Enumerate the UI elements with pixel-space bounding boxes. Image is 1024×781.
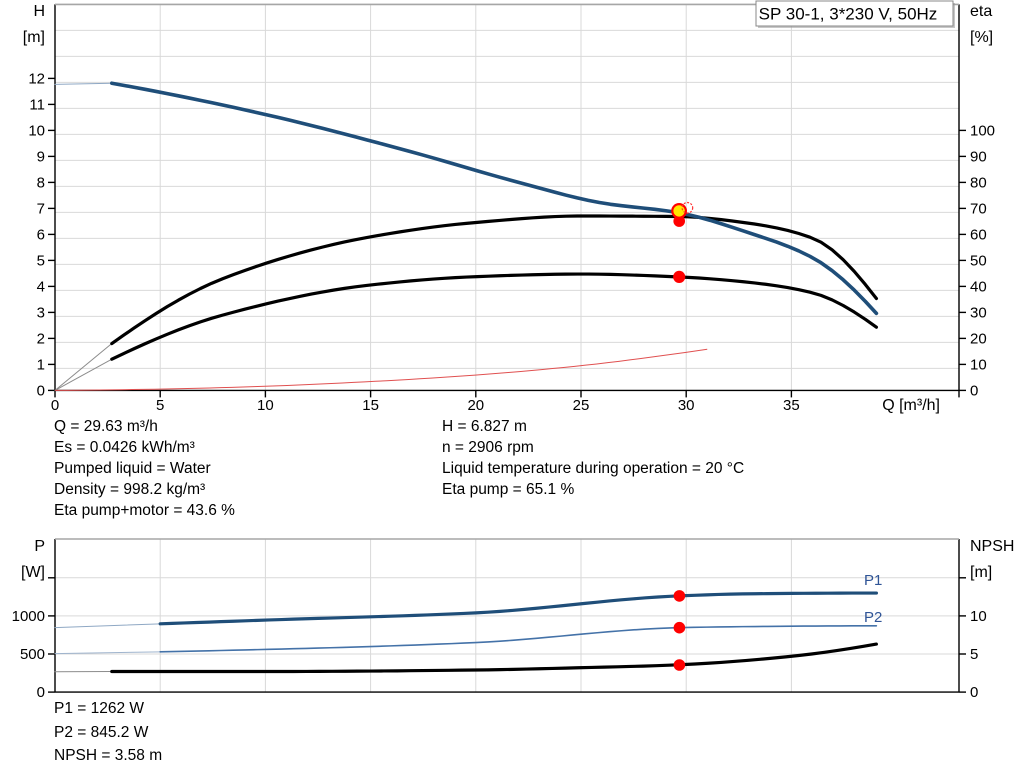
svg-text:9: 9 [37, 148, 45, 165]
svg-text:7: 7 [37, 200, 45, 217]
svg-text:Eta pump+motor = 43.6 %: Eta pump+motor = 43.6 % [54, 502, 235, 519]
svg-text:25: 25 [573, 397, 590, 414]
svg-text:8: 8 [37, 174, 45, 191]
svg-text:40: 40 [970, 278, 987, 295]
svg-text:[m]: [m] [970, 564, 992, 581]
svg-text:6: 6 [37, 226, 45, 243]
svg-text:Q [m³/h]: Q [m³/h] [882, 397, 940, 414]
svg-text:SP 30-1, 3*230 V, 50Hz: SP 30-1, 3*230 V, 50Hz [759, 5, 938, 24]
svg-text:1000: 1000 [12, 608, 45, 625]
svg-text:5: 5 [970, 646, 978, 663]
svg-text:500: 500 [20, 646, 45, 663]
svg-text:0: 0 [970, 684, 978, 701]
svg-text:5: 5 [37, 252, 45, 269]
svg-text:P1 = 1262 W: P1 = 1262 W [54, 700, 144, 717]
svg-text:Eta pump = 65.1 %: Eta pump = 65.1 % [442, 481, 574, 498]
svg-text:0: 0 [37, 382, 45, 399]
svg-text:Q = 29.63 m³/h: Q = 29.63 m³/h [54, 418, 158, 435]
svg-text:70: 70 [970, 200, 987, 217]
svg-text:H: H [33, 3, 45, 20]
svg-text:10: 10 [257, 397, 274, 414]
svg-text:P2 = 845.2 W: P2 = 845.2 W [54, 724, 149, 741]
svg-text:NPSH = 3.58 m: NPSH = 3.58 m [54, 747, 162, 764]
svg-text:5: 5 [156, 397, 164, 414]
svg-text:0: 0 [37, 684, 45, 701]
svg-text:eta: eta [970, 3, 992, 20]
svg-text:1: 1 [37, 356, 45, 373]
svg-text:3: 3 [37, 304, 45, 321]
svg-text:80: 80 [970, 174, 987, 191]
svg-text:0: 0 [970, 382, 978, 399]
svg-text:[%]: [%] [970, 29, 993, 46]
svg-text:35: 35 [783, 397, 800, 414]
svg-text:10: 10 [970, 608, 987, 625]
svg-text:4: 4 [37, 278, 45, 295]
svg-text:Es = 0.0426 kWh/m³: Es = 0.0426 kWh/m³ [54, 439, 195, 456]
svg-text:10: 10 [28, 122, 45, 139]
svg-text:11: 11 [29, 96, 45, 113]
svg-text:12: 12 [28, 70, 45, 87]
svg-text:Pumped liquid = Water: Pumped liquid = Water [54, 460, 211, 477]
svg-text:10: 10 [970, 356, 987, 373]
svg-text:0: 0 [51, 397, 59, 414]
svg-text:90: 90 [970, 148, 987, 165]
svg-text:30: 30 [678, 397, 695, 414]
svg-text:20: 20 [467, 397, 484, 414]
svg-text:[m]: [m] [23, 29, 45, 46]
svg-text:[W]: [W] [21, 564, 45, 581]
svg-text:P: P [34, 538, 45, 555]
svg-text:Density = 998.2 kg/m³: Density = 998.2 kg/m³ [54, 481, 205, 498]
svg-text:60: 60 [970, 226, 987, 243]
svg-text:100: 100 [970, 122, 995, 139]
svg-text:15: 15 [362, 397, 379, 414]
svg-text:H = 6.827 m: H = 6.827 m [442, 418, 527, 435]
svg-text:30: 30 [970, 304, 987, 321]
svg-text:20: 20 [970, 330, 987, 347]
svg-text:n = 2906 rpm: n = 2906 rpm [442, 439, 534, 456]
svg-text:50: 50 [970, 252, 987, 269]
svg-text:2: 2 [37, 330, 45, 347]
svg-text:Liquid temperature during oper: Liquid temperature during operation = 20… [442, 460, 744, 477]
svg-text:P1: P1 [864, 572, 882, 589]
svg-text:P2: P2 [864, 609, 882, 626]
svg-text:NPSH: NPSH [970, 538, 1014, 555]
